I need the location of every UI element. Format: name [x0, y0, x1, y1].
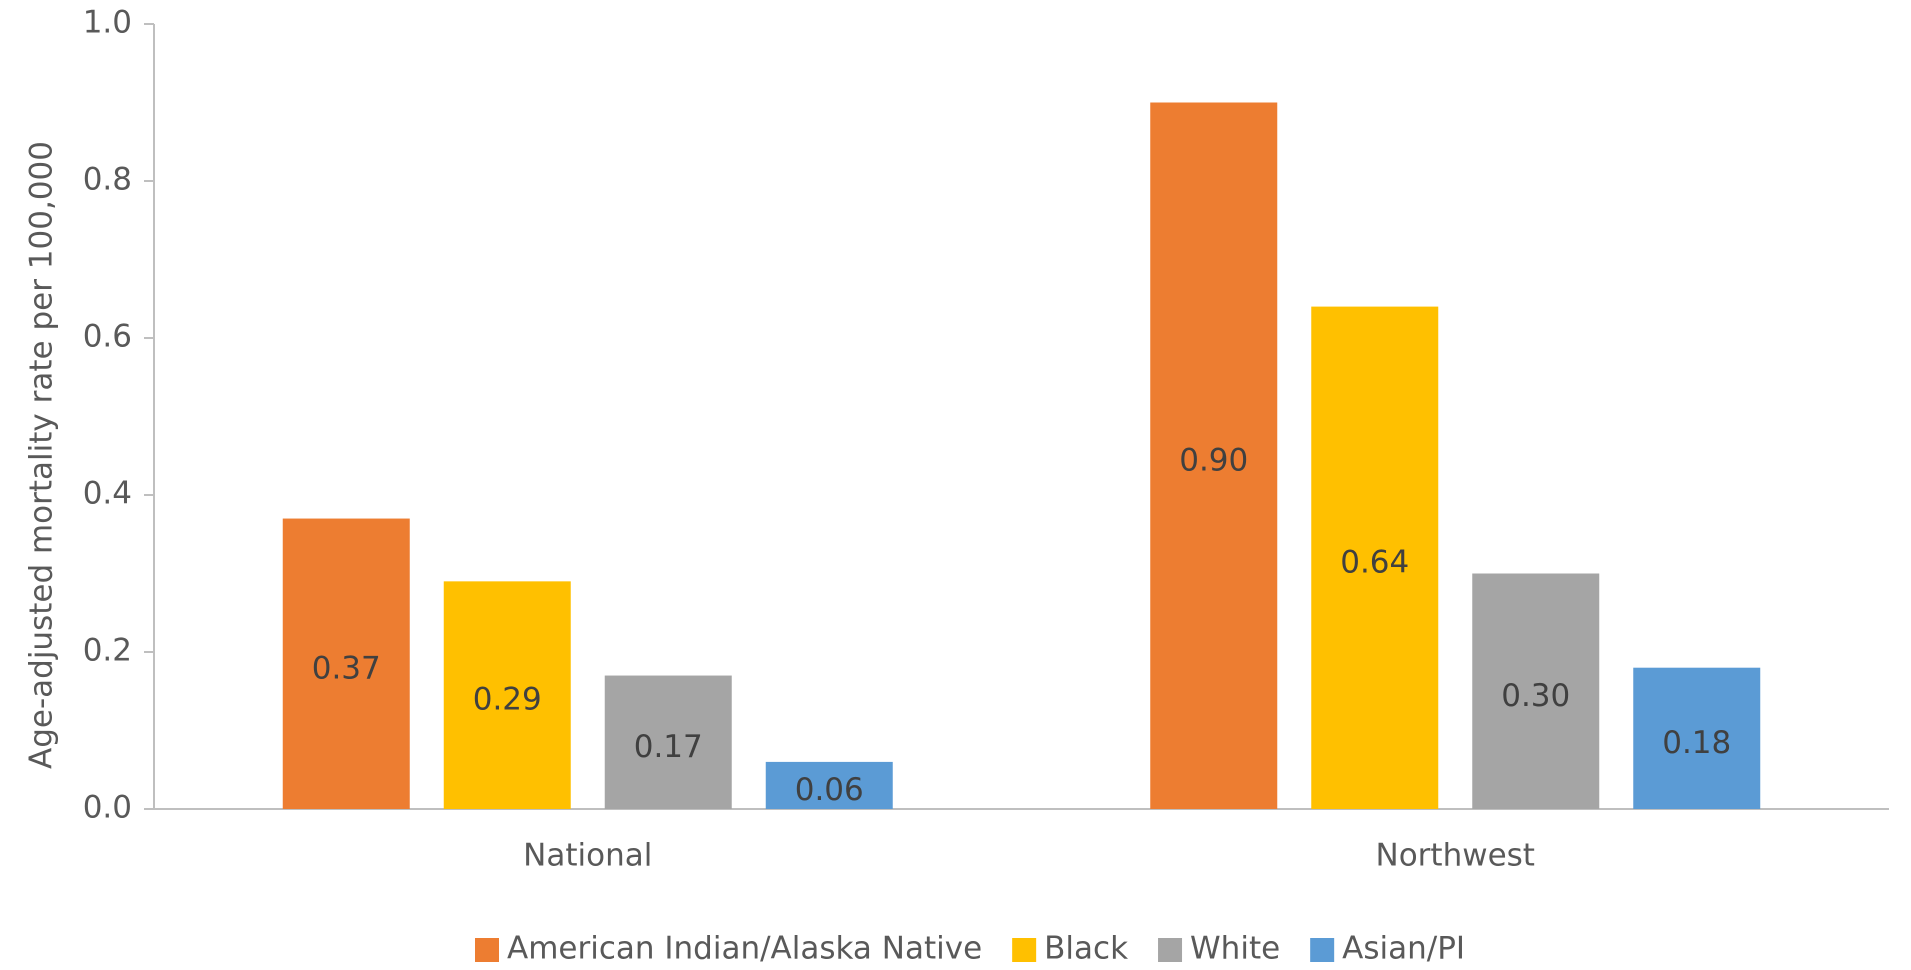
bar [443, 581, 571, 809]
bar [1633, 667, 1761, 809]
value-label: 0.64 [1340, 544, 1409, 580]
y-tick-label: 0.2 [83, 633, 132, 669]
x-tick-label: Northwest [1376, 838, 1535, 874]
value-label: 0.17 [634, 729, 703, 765]
legend-label: Asian/PI [1342, 931, 1465, 967]
value-label: 0.90 [1179, 442, 1248, 478]
legend-swatch [475, 938, 499, 962]
bar [604, 675, 732, 809]
value-label: 0.37 [312, 650, 381, 686]
legend-swatch [1158, 938, 1183, 962]
bar [282, 518, 410, 809]
bar [1150, 102, 1278, 809]
legend-label: White [1190, 931, 1280, 967]
y-tick-label: 0.6 [83, 319, 132, 355]
bar [765, 761, 893, 809]
value-label: 0.06 [795, 772, 864, 808]
value-label: 0.29 [473, 682, 542, 718]
y-axis-title: Age-adjusted mortality rate per 100,000 [24, 141, 60, 769]
legend-label: American Indian/Alaska Native [507, 931, 982, 967]
value-label: 0.18 [1662, 725, 1731, 761]
legend-label: Black [1044, 931, 1128, 967]
y-tick-label: 1.0 [83, 5, 132, 41]
y-tick-label: 0.0 [83, 790, 132, 826]
y-tick-label: 0.8 [83, 162, 132, 198]
legend-swatch [1012, 938, 1037, 962]
value-label: 0.30 [1501, 678, 1570, 714]
bar [1311, 306, 1439, 809]
y-tick-label: 0.4 [83, 476, 132, 512]
bar [1472, 573, 1600, 809]
legend-swatch [1310, 938, 1335, 962]
x-tick-label: National [523, 838, 652, 874]
